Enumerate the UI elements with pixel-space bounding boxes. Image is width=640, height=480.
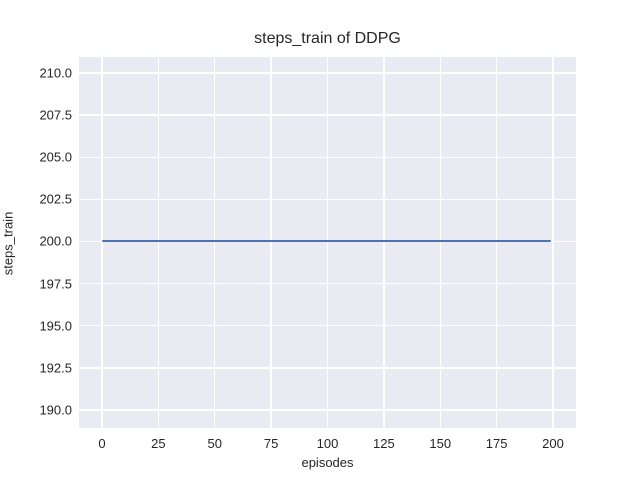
gridline-vertical [495, 57, 498, 428]
y-tick-label: 190.0 [39, 402, 72, 418]
y-tick-label: 200.0 [39, 233, 72, 249]
y-tick-label: 197.5 [39, 276, 72, 292]
gridline-horizontal [79, 198, 576, 201]
gridline-vertical [439, 57, 441, 428]
y-tick-label: 207.5 [39, 107, 72, 123]
gridline-horizontal [79, 325, 576, 327]
gridline-horizontal [79, 114, 576, 116]
x-tick-label: 175 [485, 436, 508, 451]
gridline-vertical [326, 57, 329, 428]
x-tick-label: 25 [151, 436, 166, 451]
gridline-vertical [101, 57, 103, 428]
gridline-vertical [270, 57, 272, 428]
x-tick-label: 0 [98, 436, 106, 451]
gridline-horizontal [79, 156, 576, 158]
gridline-horizontal [79, 409, 576, 411]
gridline-vertical [383, 57, 385, 428]
gridline-horizontal [79, 72, 576, 74]
x-tick-label: 75 [263, 436, 279, 451]
gridline-vertical [157, 57, 160, 428]
y-tick-label: 192.5 [39, 360, 72, 376]
x-tick-label: 200 [542, 436, 564, 451]
x-tick-label: 50 [207, 436, 222, 451]
x-tick-label: 125 [373, 436, 395, 451]
chart-title: steps_train of DDPG [254, 30, 401, 47]
plot-area [79, 57, 576, 428]
y-axis-label: steps_train [0, 211, 16, 276]
gridline-horizontal [79, 282, 576, 285]
gridline-horizontal [79, 367, 576, 369]
series-line-steps_train [102, 240, 551, 243]
gridline-vertical [552, 57, 554, 428]
y-tick-label: 202.5 [39, 191, 72, 207]
x-tick-label: 150 [429, 436, 452, 451]
x-tick-label: 100 [316, 436, 339, 451]
y-tick-label: 195.0 [39, 318, 72, 334]
y-tick-label: 205.0 [39, 149, 72, 165]
x-axis-label: episodes [301, 455, 354, 470]
y-tick-label: 210.0 [39, 65, 72, 81]
gridline-vertical [214, 57, 216, 428]
